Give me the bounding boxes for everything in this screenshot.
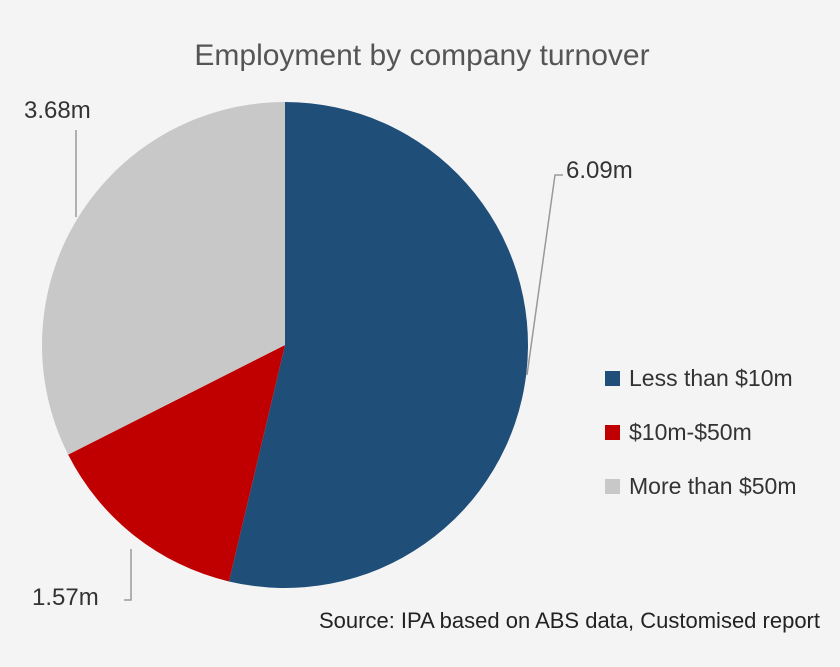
value-labels: 6.09m 1.57m 3.68m xyxy=(24,97,633,611)
value-label-1: 6.09m xyxy=(566,157,633,184)
pie-slice-3 xyxy=(41,102,285,455)
chart-source: Source: IPA based on ABS data, Customise… xyxy=(319,608,820,633)
pie-slices xyxy=(41,102,529,588)
leader-line-1 xyxy=(526,174,563,376)
legend-label-1: Less than $10m xyxy=(629,365,793,391)
legend-swatch-2 xyxy=(605,425,620,440)
chart-title: Employment by company turnover xyxy=(194,39,649,72)
value-label-3: 3.68m xyxy=(24,97,91,124)
leader-lines xyxy=(75,130,563,601)
legend-swatch-1 xyxy=(605,371,620,386)
pie-slice-1 xyxy=(228,102,529,588)
legend-label-2: $10m-$50m xyxy=(629,419,752,445)
pie-slice-2 xyxy=(68,345,285,582)
leader-line-2 xyxy=(124,549,132,601)
legend: Less than $10m $10m-$50m More than $50m xyxy=(605,365,796,499)
legend-label-3: More than $50m xyxy=(629,473,796,499)
legend-swatch-3 xyxy=(605,479,620,494)
value-label-2: 1.57m xyxy=(32,584,99,611)
